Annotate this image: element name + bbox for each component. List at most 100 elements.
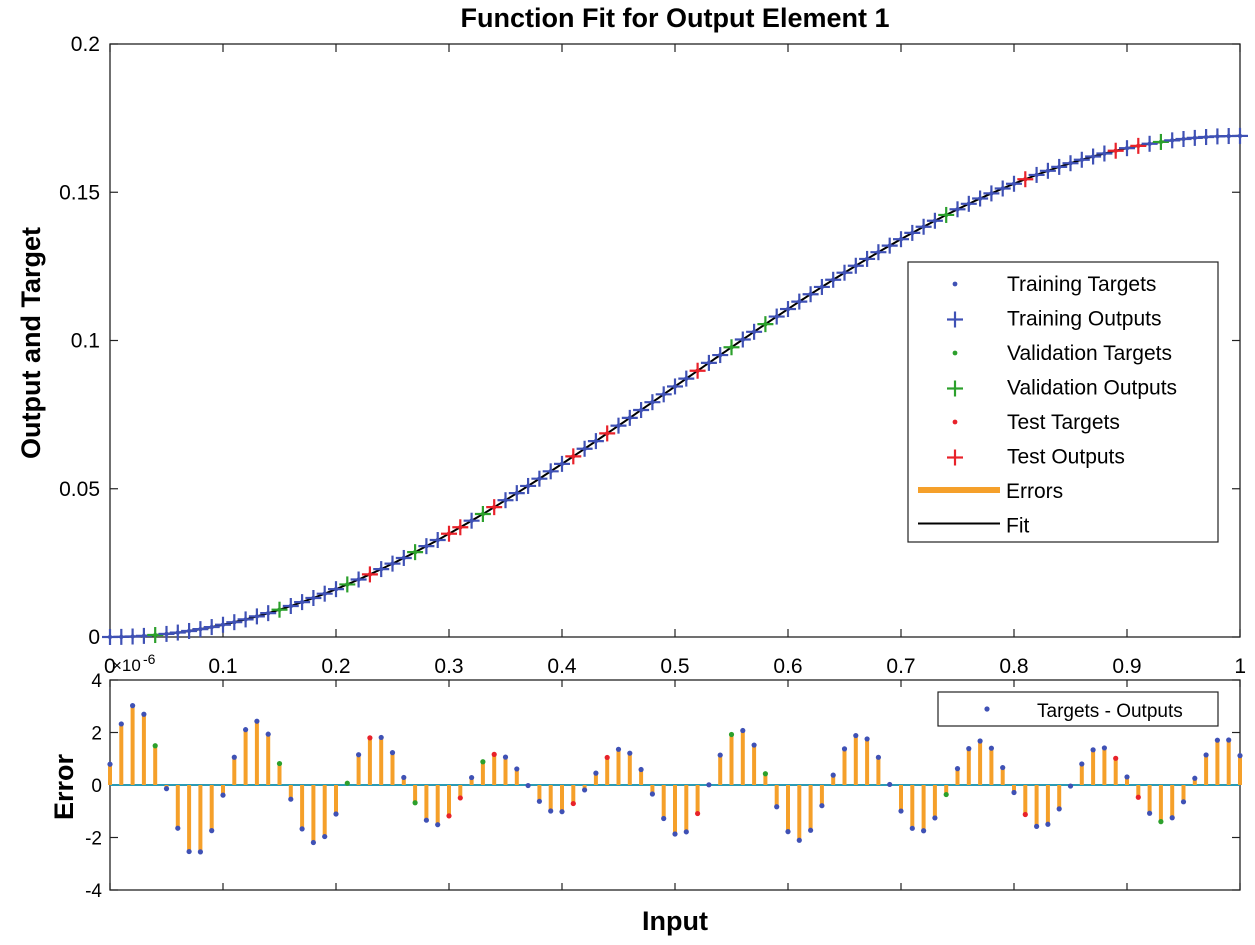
exponent-power: -6	[143, 651, 156, 667]
y-tick-label: 0	[91, 776, 102, 797]
training-target-marker	[1079, 157, 1085, 162]
validation-target-marker	[1158, 139, 1164, 145]
training-target-marker	[921, 224, 926, 229]
training-target-marker	[1237, 133, 1243, 139]
training-target-marker	[119, 634, 124, 640]
training-target-marker	[808, 292, 813, 297]
top-x-ticks: 0 0.1 0.2 0.3 0.4 0.5 0.6 0.7 0.8 0.9 1	[104, 44, 1246, 678]
training-error-point	[808, 827, 814, 833]
y-tick-label: -2	[85, 829, 102, 850]
bottom-y-axis-label: Error	[49, 753, 79, 820]
x-tick-label: 0.4	[547, 655, 577, 678]
training-target-marker	[209, 624, 214, 630]
error-points	[107, 703, 1243, 855]
training-target-marker	[243, 617, 248, 622]
training-error-point	[921, 828, 927, 834]
training-target-marker	[616, 423, 621, 428]
validation-target-marker	[345, 582, 350, 587]
training-target-marker	[1170, 138, 1175, 143]
training-target-marker	[864, 256, 870, 262]
training-error-point	[1147, 810, 1153, 816]
error-stems	[108, 705, 1242, 852]
training-target-marker	[390, 561, 395, 566]
validation-target-marker	[277, 607, 282, 612]
training-error-point	[977, 738, 983, 744]
x-tick-label: 0.1	[208, 655, 237, 678]
training-target-marker	[288, 603, 293, 609]
top-legend: Training Targets Training Outputs Validati…	[907, 261, 1219, 543]
training-target-marker	[672, 384, 678, 389]
legend-label: Errors	[1006, 480, 1063, 503]
training-error-point	[864, 736, 870, 742]
training-target-marker	[751, 329, 757, 335]
top-data-points	[102, 127, 1248, 645]
validation-target-marker	[480, 511, 486, 517]
test-target-marker	[1113, 148, 1118, 153]
validation-target-marker	[412, 549, 418, 555]
legend-label: Test Outputs	[1007, 446, 1125, 469]
training-target-marker	[1102, 151, 1107, 156]
test-error-point	[570, 800, 576, 807]
legend-label: Validation Targets	[1007, 342, 1172, 365]
validation-error-point	[412, 800, 418, 806]
training-error-point	[717, 752, 723, 758]
training-target-marker	[254, 614, 260, 619]
validation-target-marker	[944, 212, 949, 218]
training-target-marker	[525, 483, 531, 489]
validation-target-marker	[763, 321, 768, 327]
training-error-point	[254, 718, 260, 724]
training-target-marker	[424, 543, 429, 549]
bottom-plot-area: -4 -2 0 2 4 ×10 -6	[85, 651, 1243, 902]
training-error-point	[130, 703, 136, 709]
training-error-point	[751, 742, 757, 748]
training-error-point	[875, 754, 882, 760]
training-error-point	[1214, 737, 1220, 743]
training-error-point	[661, 815, 667, 822]
training-error-point	[627, 750, 633, 756]
training-error-point	[175, 825, 181, 831]
training-target-marker	[1124, 145, 1130, 151]
training-target-marker	[266, 610, 271, 616]
test-error-point	[367, 735, 373, 741]
top-y-ticks: 0 0.05 0.1 0.15 0.2	[59, 33, 1240, 649]
training-target-marker	[1034, 172, 1039, 178]
training-error-point	[514, 766, 520, 772]
training-target-marker	[898, 236, 904, 242]
training-error-point	[954, 766, 961, 772]
training-target-marker	[887, 243, 892, 248]
training-target-marker	[684, 376, 689, 381]
training-error-point	[536, 798, 543, 804]
validation-error-point	[152, 743, 158, 749]
validation-error-point	[1158, 819, 1164, 825]
legend-label: Validation Outputs	[1007, 377, 1177, 400]
training-error-point	[1192, 775, 1198, 781]
training-error-point	[243, 727, 249, 733]
training-target-marker	[1192, 135, 1198, 141]
test-error-point	[695, 810, 701, 817]
training-target-marker	[537, 476, 542, 481]
y-tick-label: 0	[88, 626, 100, 649]
training-target-marker	[966, 201, 971, 207]
training-error-point	[333, 811, 339, 817]
training-error-point	[887, 781, 893, 788]
training-target-marker	[1226, 133, 1231, 139]
training-error-point	[401, 774, 407, 781]
training-target-marker	[469, 518, 474, 523]
training-target-marker	[107, 634, 113, 640]
training-target-marker	[548, 469, 553, 474]
legend-marker-training-dot	[952, 281, 958, 287]
training-target-marker	[661, 392, 666, 397]
test-target-marker	[367, 572, 373, 577]
validation-error-point	[344, 780, 350, 786]
training-target-marker	[356, 577, 361, 582]
training-target-marker	[299, 599, 305, 605]
bottom-legend: Targets - Outputs	[937, 691, 1219, 727]
top-legend-box	[907, 261, 1219, 543]
training-error-point	[469, 774, 475, 781]
bottom-y-ticks: -4 -2 0 2 4	[85, 671, 1240, 902]
training-target-marker	[333, 586, 339, 592]
validation-error-point	[762, 771, 769, 777]
legend-label: Fit	[1006, 515, 1029, 538]
y-tick-label: 0.15	[59, 181, 100, 204]
test-error-point	[1135, 794, 1141, 800]
